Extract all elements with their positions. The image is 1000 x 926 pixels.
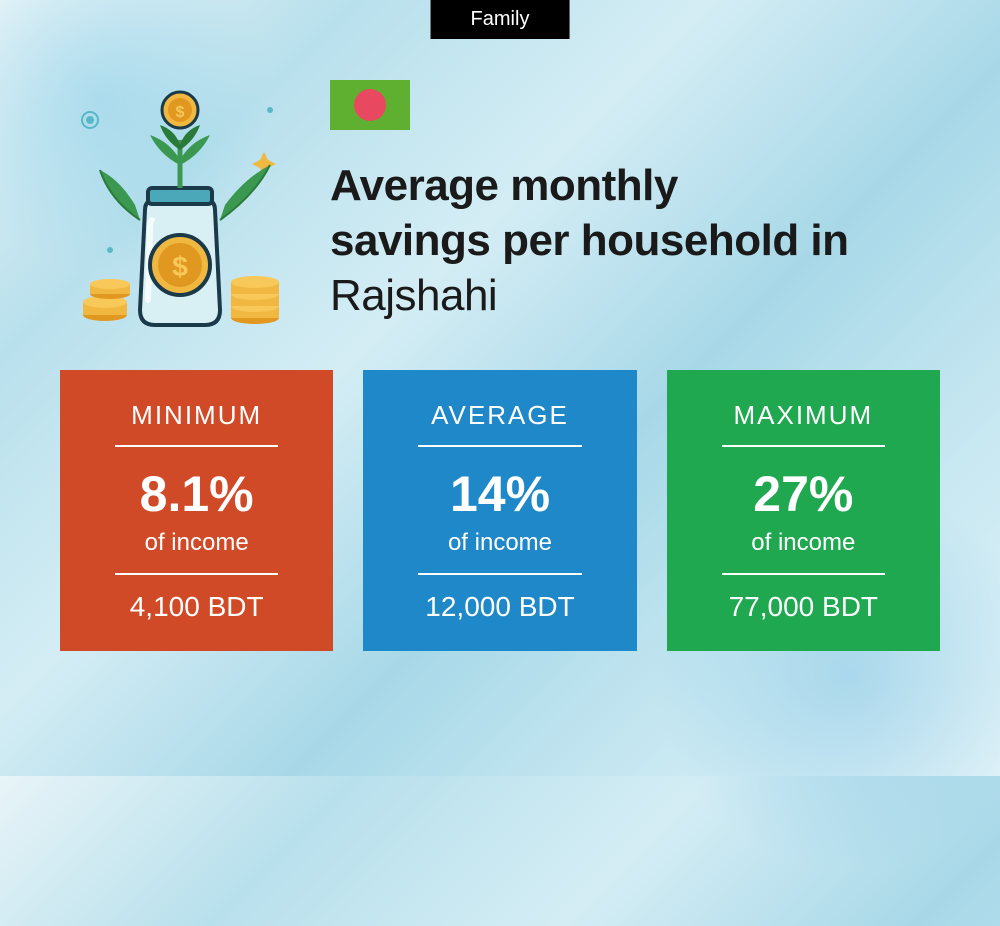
divider [418,445,581,447]
page-title: Average monthly savings per household in… [330,158,940,323]
divider [115,445,278,447]
title-block: Average monthly savings per household in… [330,70,940,323]
card-percent: 27% [687,465,920,523]
divider [418,573,581,575]
card-amount: 77,000 BDT [687,591,920,623]
divider [722,573,885,575]
card-amount: 4,100 BDT [80,591,313,623]
stat-cards: MINIMUM 8.1% of income 4,100 BDT AVERAGE… [0,330,1000,651]
card-minimum: MINIMUM 8.1% of income 4,100 BDT [60,370,333,651]
card-amount: 12,000 BDT [383,591,616,623]
title-city: Rajshahi [330,271,497,320]
savings-jar-illustration: $ $ [60,70,300,330]
card-label: AVERAGE [383,400,616,431]
category-tag: Family [431,0,570,39]
bangladesh-flag-icon [330,80,410,130]
header: $ $ Average monthly savings per househol… [0,0,1000,330]
svg-text:$: $ [176,104,185,121]
card-sub: of income [687,529,920,557]
card-average: AVERAGE 14% of income 12,000 BDT [363,370,636,651]
svg-text:$: $ [172,251,188,282]
card-percent: 8.1% [80,465,313,523]
card-label: MAXIMUM [687,400,920,431]
card-label: MINIMUM [80,400,313,431]
card-maximum: MAXIMUM 27% of income 77,000 BDT [667,370,940,651]
divider [115,573,278,575]
title-line-1: Average monthly [330,161,678,210]
card-percent: 14% [383,465,616,523]
card-sub: of income [383,529,616,557]
card-sub: of income [80,529,313,557]
divider [722,445,885,447]
title-line-2: savings per household in [330,216,849,265]
